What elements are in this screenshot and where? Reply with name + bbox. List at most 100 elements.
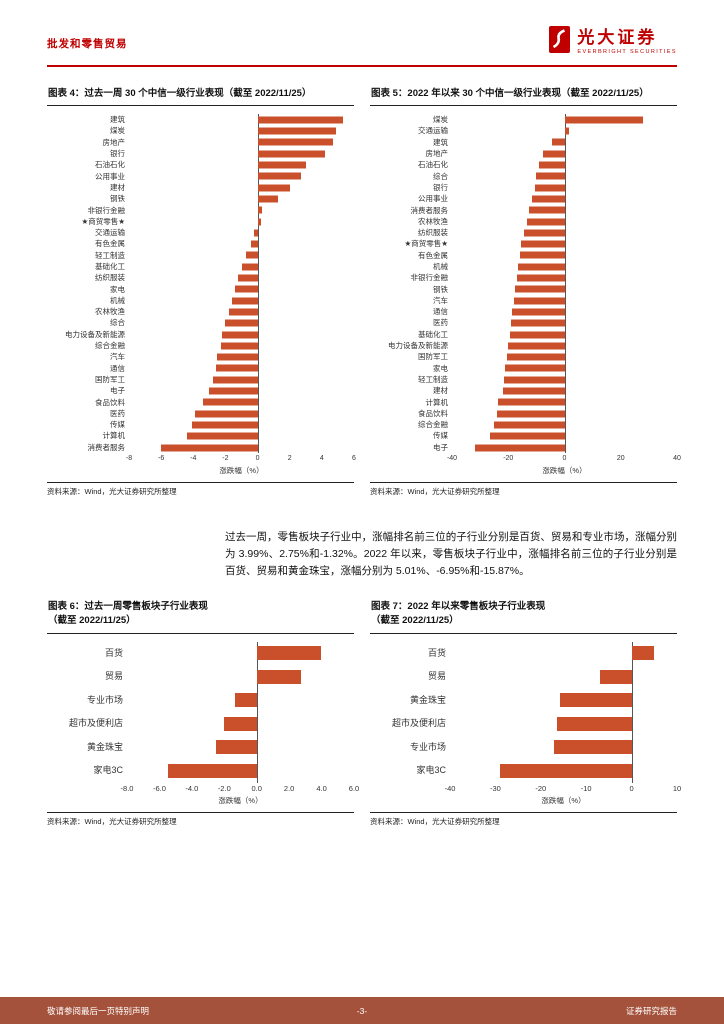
category-label: 有色金属 <box>95 239 125 249</box>
bar-row <box>129 318 354 329</box>
bar-row <box>452 306 677 317</box>
bar-row <box>127 736 354 760</box>
category-label: 汽车 <box>110 352 125 362</box>
category-label: 基础化工 <box>418 329 448 339</box>
bar <box>506 353 565 361</box>
bar <box>489 432 565 440</box>
bar <box>543 150 565 158</box>
bar <box>257 195 279 203</box>
bar-row <box>452 329 677 340</box>
category-label: 家电 <box>433 363 448 373</box>
x-tick-label: -40 <box>446 455 458 463</box>
figure-6-chart: 百货 贸易 专业市场 超市及便利店 黄金珠宝 家电3C -8.0 -6.0 -4.0 -2.0 0.… <box>47 641 359 806</box>
bar <box>186 432 258 440</box>
bar-row <box>129 363 354 374</box>
y-axis-labels: 百货 贸易 专业市场 超市及便利店 黄金珠宝 家电3C <box>47 642 127 783</box>
bar-row <box>450 642 677 666</box>
bar <box>257 127 337 135</box>
x-tick-label: -8 <box>125 455 133 463</box>
bar <box>600 669 632 684</box>
bar <box>161 444 258 451</box>
category-label: 石油石化 <box>95 160 125 170</box>
category-label: 纺织服装 <box>95 273 125 283</box>
figure-5-chart: 煤炭 交通运输 建筑 房地产 石油石化 综合 银行 公用事业 消费者服务 农林牧渔 纺织服装 ★商贸零… <box>370 114 681 476</box>
bar <box>497 410 565 418</box>
category-label: 公用事业 <box>95 171 125 181</box>
category-label: 国防军工 <box>95 374 125 384</box>
category-label: 食品饮料 <box>95 397 125 407</box>
bar <box>502 387 565 395</box>
bar-row <box>129 351 354 362</box>
bar-row <box>452 216 677 227</box>
bar-row <box>129 227 354 238</box>
bar-row <box>129 159 354 170</box>
bar-row <box>129 272 354 283</box>
bar-row <box>127 689 354 713</box>
plot-area: 建筑 煤炭 房地产 银行 石油石化 公用事业 建材 钢铁 非银行金融 ★商贸零售★ 交通运输 有色金属… <box>47 114 354 454</box>
figure-7-title-line1: 图表 7：2022 年以来零售板块子行业表现 <box>371 601 546 613</box>
bar-row <box>129 182 354 193</box>
bar <box>238 274 258 282</box>
x-axis-title: 涨跌幅（%） <box>219 466 264 476</box>
category-label: 电子 <box>110 386 125 396</box>
bar-row <box>127 642 354 666</box>
figure-7-source: 资料来源：Wind，光大证券研究所整理 <box>370 811 677 827</box>
footer-disclaimer: 敬请参阅最后一页特别声明 <box>47 1005 150 1016</box>
bar <box>516 274 565 282</box>
zero-axis-line <box>257 114 259 454</box>
bar-row <box>129 148 354 159</box>
figure-7-title-line2: （截至 2022/11/25） <box>371 615 459 627</box>
bar-row <box>129 193 354 204</box>
category-label: 石油石化 <box>418 160 448 170</box>
bar-row <box>452 239 677 250</box>
bar <box>631 646 655 661</box>
category-label: 机械 <box>433 262 448 271</box>
header-divider <box>47 65 677 67</box>
x-tick-label: 4.0 <box>316 783 327 793</box>
bar <box>257 172 301 180</box>
bar-row <box>129 374 354 385</box>
bars-area <box>129 114 354 454</box>
bar <box>519 251 565 259</box>
bar-row <box>129 137 354 148</box>
bars-area <box>127 641 354 783</box>
x-tick-label: -40 <box>444 783 456 793</box>
bar-row <box>452 193 677 204</box>
figure-7: 图表 7：2022 年以来零售板块子行业表现 （截至 2022/11/25） 百货… <box>370 600 681 827</box>
figure-7-chart: 百货 贸易 黄金珠宝 超市及便利店 专业市场 家电3C -40 -30 -20 -10 0 10 涨跌幅… <box>370 641 681 806</box>
category-label: 钢铁 <box>110 194 125 204</box>
bar <box>523 229 565 237</box>
bar <box>251 240 258 248</box>
bar <box>520 240 565 248</box>
bar-row <box>452 182 677 193</box>
x-tick-label: -10 <box>580 783 592 793</box>
bar <box>494 421 565 429</box>
y-axis-labels: 百货 贸易 黄金珠宝 超市及便利店 专业市场 家电3C <box>370 642 450 783</box>
bar <box>257 206 263 214</box>
x-tick-label: -2.0 <box>217 783 231 793</box>
bar-row <box>129 171 354 182</box>
category-label: 银行 <box>110 149 125 159</box>
bar <box>515 285 565 293</box>
bar-row <box>127 712 354 736</box>
bar-row <box>129 329 354 340</box>
bar-row <box>452 272 677 283</box>
category-label: 钢铁 <box>433 284 448 294</box>
bar-row <box>450 712 677 736</box>
category-label: 轻工制造 <box>95 250 125 260</box>
bar-row <box>452 385 677 396</box>
bar-row <box>452 397 677 408</box>
bar-row <box>129 306 354 317</box>
category-label: 公用事业 <box>418 194 448 204</box>
bar-row <box>129 408 354 419</box>
bar-row <box>452 114 677 125</box>
figure-6-title: 图表 6：过去一周零售板块子行业表现 （截至 2022/11/25） <box>47 600 354 634</box>
bar-row <box>452 351 677 362</box>
y-axis-labels: 建筑 煤炭 房地产 银行 石油石化 公用事业 建材 钢铁 非银行金融 ★商贸零售★ 交通运输 有色金属… <box>47 114 129 453</box>
bar-row <box>452 137 677 148</box>
bar-row <box>129 126 354 137</box>
bar-row <box>450 759 677 783</box>
bar-row <box>452 318 677 329</box>
category-label: 综合 <box>433 171 448 181</box>
